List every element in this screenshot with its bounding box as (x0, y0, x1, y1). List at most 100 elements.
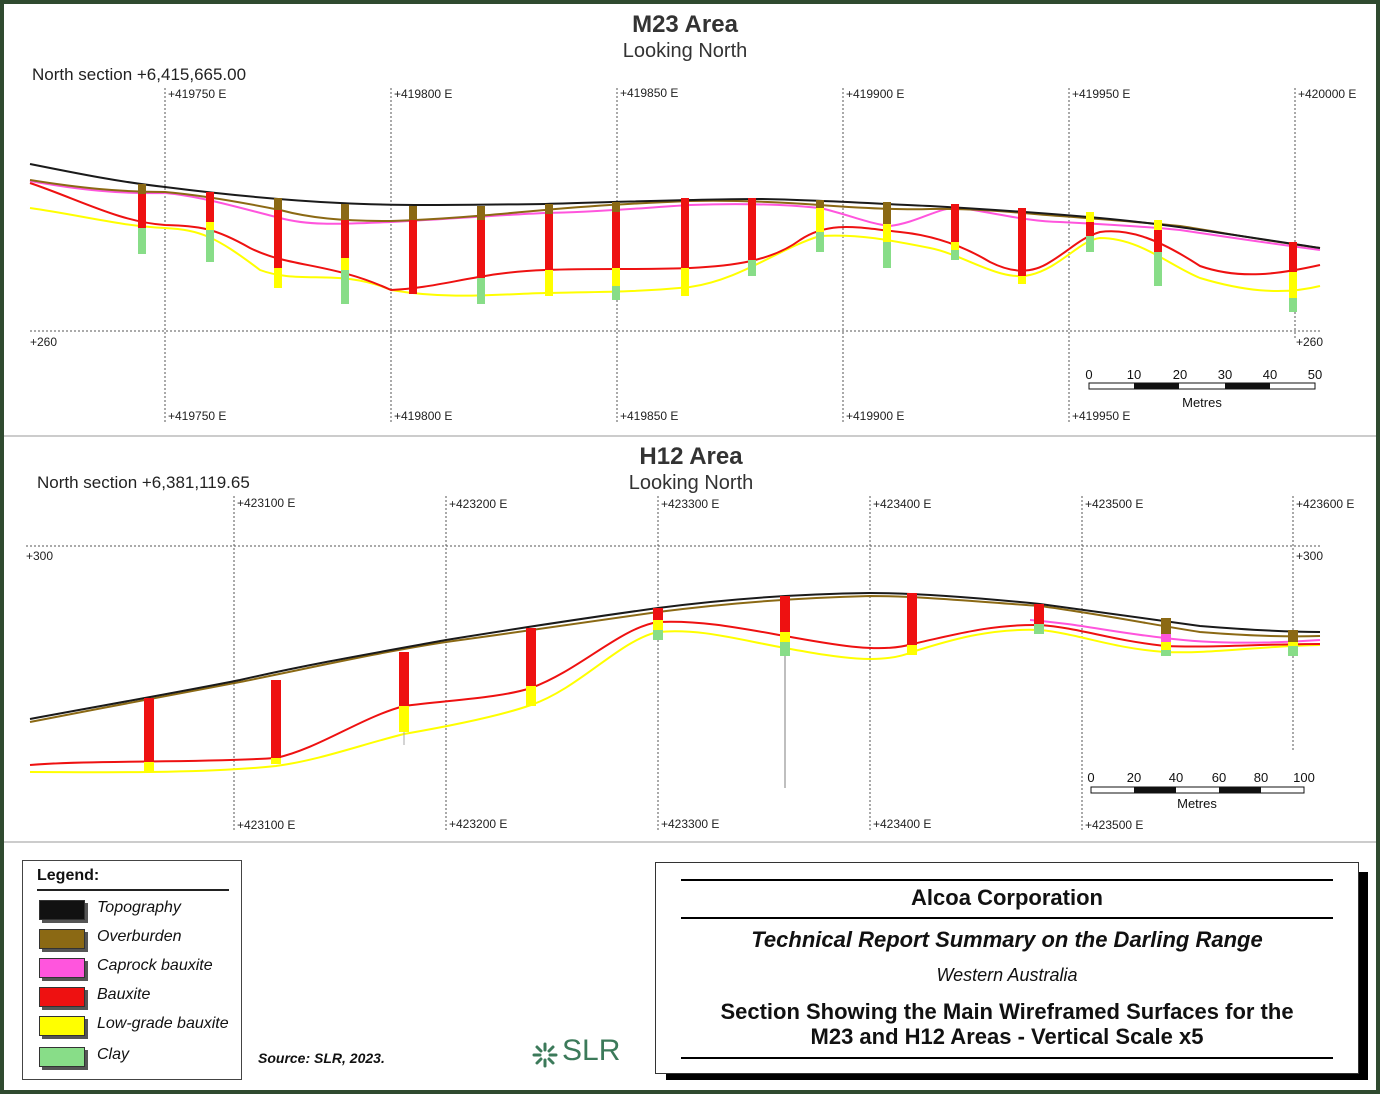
drillhole (907, 593, 917, 655)
scale-tick-label: 60 (1212, 770, 1226, 785)
drillhole (341, 204, 349, 304)
m23-grid-labels: +419750 E +419800 E +419850 E +419900 E … (30, 86, 1356, 423)
elevation-label: +300 (26, 549, 53, 563)
title-rule (681, 917, 1333, 919)
drillhole (1154, 220, 1162, 286)
grid-label: +419950 E (1072, 87, 1130, 101)
company-name: Alcoa Corporation (911, 885, 1103, 910)
scale-tick-label: 20 (1173, 367, 1187, 382)
h12-low-grade-surface (29, 628, 1321, 774)
slr-asterisk-icon (532, 1042, 558, 1068)
drillhole (526, 628, 536, 706)
grid-label: +423400 E (873, 497, 931, 511)
caption-line-1: Section Showing the Main Wireframed Surf… (720, 999, 1294, 1024)
drillhole (206, 192, 214, 262)
scale-tick-label: 30 (1218, 367, 1232, 382)
grid-label: +423500 E (1085, 497, 1143, 511)
drillhole (1034, 604, 1044, 634)
h12-subtitle: Looking North (629, 472, 754, 494)
h12-grid-labels: +423100 E +423200 E +423300 E +423400 E … (26, 496, 1354, 832)
grid-label: +419800 E (394, 87, 452, 101)
scale-unit: Metres (1177, 796, 1217, 811)
m23-scale-bar: 0 10 20 30 40 50 Metres (1085, 367, 1322, 410)
legend-swatch (39, 900, 85, 920)
legend-label: Caprock bauxite (97, 957, 213, 974)
grid-label: +419850 E (620, 86, 678, 100)
legend-divider (37, 889, 229, 891)
drillhole (138, 184, 146, 254)
h12-panel: H12 Area Looking North North section +6,… (26, 443, 1354, 832)
legend-title: Legend: (37, 867, 100, 884)
m23-title: M23 Area (632, 11, 738, 38)
grid-label: +419800 E (394, 409, 452, 423)
drillhole (1289, 242, 1297, 312)
elevation-label: +300 (1296, 549, 1323, 563)
grid-label: +423300 E (661, 497, 719, 511)
title-rule (681, 1057, 1333, 1059)
region: Western Australia (936, 965, 1078, 985)
legend-swatch (39, 958, 85, 978)
grid-label: +419750 E (168, 87, 226, 101)
scale-tick-label: 40 (1169, 770, 1183, 785)
source-note: Source: SLR, 2023. (258, 1050, 385, 1066)
grid-label: +423300 E (661, 817, 719, 831)
scale-tick-label: 50 (1308, 367, 1322, 382)
scale-tick-label: 0 (1087, 770, 1094, 785)
m23-drillholes (138, 184, 1297, 312)
legend-swatch (39, 1016, 85, 1036)
m23-bauxite-surface (29, 182, 1321, 292)
drillhole (780, 596, 790, 788)
grid-label: +419750 E (168, 409, 226, 423)
grid-label: +423500 E (1085, 818, 1143, 832)
drillhole (274, 198, 282, 288)
legend-item-low-grade: Low-grade bauxite (37, 1013, 237, 1037)
legend: Legend: Topography Overburden Caprock ba… (22, 860, 242, 1080)
m23-caprock-surface (29, 180, 1321, 251)
legend-item-clay: Clay (37, 1044, 237, 1068)
cross-sections: M23 Area Looking North North section +6,… (4, 11, 1376, 843)
legend-item-overburden: Overburden (37, 926, 237, 950)
elevation-label: +260 (30, 335, 57, 349)
grid-label: +419900 E (846, 87, 904, 101)
drillhole (144, 698, 154, 772)
drillhole (399, 652, 409, 745)
m23-low-grade-surface (29, 207, 1321, 297)
legend-item-topography: Topography (37, 897, 237, 921)
h12-drillholes (144, 593, 1298, 788)
legend-swatch (39, 1047, 85, 1067)
grid-label: +423100 E (237, 818, 295, 832)
title-block: Alcoa Corporation Technical Report Summa… (655, 862, 1359, 1074)
drillhole (748, 198, 756, 276)
grid-label: +423100 E (237, 496, 295, 510)
scale-unit: Metres (1182, 395, 1222, 410)
drillhole (951, 204, 959, 260)
m23-panel: M23 Area Looking North North section +6,… (29, 11, 1356, 423)
drillhole (653, 608, 663, 640)
title-rule (681, 879, 1333, 881)
legend-label: Clay (97, 1046, 130, 1063)
drillhole (1018, 208, 1026, 284)
scale-tick-label: 20 (1127, 770, 1141, 785)
legend-item-caprock: Caprock bauxite (37, 955, 237, 979)
legend-swatch (39, 987, 85, 1007)
slr-logo: SLR (532, 1034, 632, 1074)
drillhole (271, 680, 281, 764)
legend-label: Low-grade bauxite (97, 1015, 229, 1032)
slr-logo-text: SLR (562, 1034, 621, 1067)
drillhole (1086, 212, 1094, 252)
drillhole (545, 204, 553, 296)
drillhole (1161, 618, 1171, 656)
scale-tick-label: 80 (1254, 770, 1268, 785)
h12-topography-surface (29, 591, 1321, 720)
legend-label: Topography (97, 899, 181, 916)
h12-overburden-surface (29, 594, 1321, 723)
scale-tick-label: 40 (1263, 367, 1277, 382)
drillhole (477, 206, 485, 304)
grid-label: +423200 E (449, 817, 507, 831)
drillhole (409, 206, 417, 294)
h12-bauxite-surface (29, 620, 1321, 766)
drillhole (1288, 630, 1298, 656)
report-title: Technical Report Summary on the Darling … (751, 927, 1263, 952)
legend-label: Bauxite (97, 986, 151, 1003)
